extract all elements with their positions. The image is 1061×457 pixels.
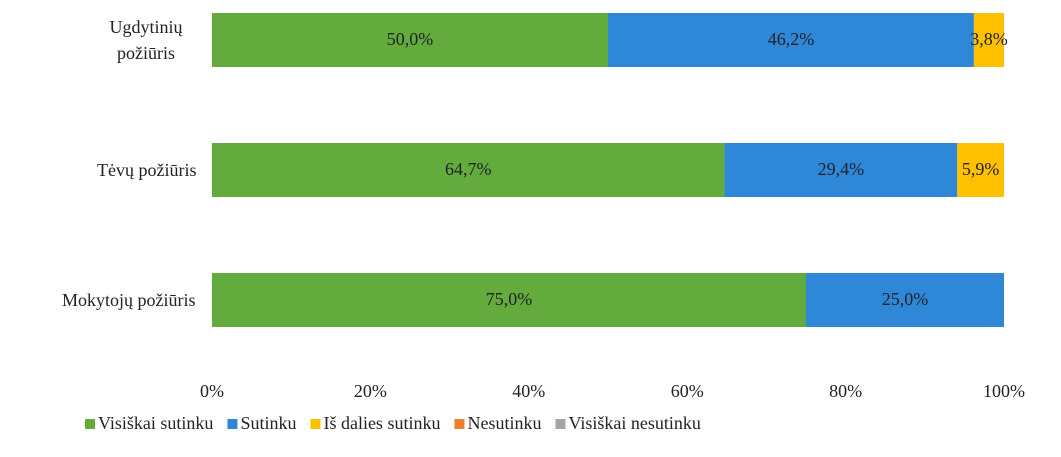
bar-segment [212, 13, 608, 67]
legend-label: Visiškai sutinku [98, 413, 213, 433]
data-label: 75,0% [486, 289, 533, 309]
data-label: 64,7% [445, 159, 492, 179]
data-label: 50,0% [387, 29, 434, 49]
legend-swatch [454, 419, 465, 429]
legend-swatch [310, 419, 321, 429]
data-label: 29,4% [818, 159, 865, 179]
legend-swatch [227, 419, 238, 429]
y-tick-label: Ugdytinių požiūris [109, 17, 183, 63]
x-tick-label: 100% [983, 381, 1025, 401]
bar-segment [212, 273, 806, 327]
bar-segment [212, 143, 725, 197]
bar-segment [973, 13, 1004, 67]
x-tick-label: 60% [671, 381, 704, 401]
bar-segment [957, 143, 1004, 197]
x-tick-label: 0% [200, 381, 224, 401]
legend-swatch [85, 419, 95, 429]
data-label: 25,0% [882, 289, 929, 309]
bar-segment [724, 143, 958, 197]
data-label: 46,2% [768, 29, 815, 49]
legend-label: Iš dalies sutinku [323, 413, 440, 433]
x-tick-label: 80% [829, 381, 862, 401]
legend-swatch [555, 419, 566, 429]
data-label: 3,8% [970, 29, 1008, 49]
legend-label: Nesutinku [467, 413, 541, 433]
x-tick-label: 40% [512, 381, 545, 401]
bar-segment [608, 13, 974, 67]
bar-segment [806, 273, 1004, 327]
legend-label: Sutinku [240, 413, 296, 433]
y-tick-label: Tėvų požiūris [97, 160, 197, 180]
legend-label: Visiškai nesutinku [568, 413, 700, 433]
y-tick-label: Mokytojų požiūris [62, 290, 196, 310]
x-tick-label: 20% [354, 381, 387, 401]
data-label: 5,9% [962, 159, 1000, 179]
